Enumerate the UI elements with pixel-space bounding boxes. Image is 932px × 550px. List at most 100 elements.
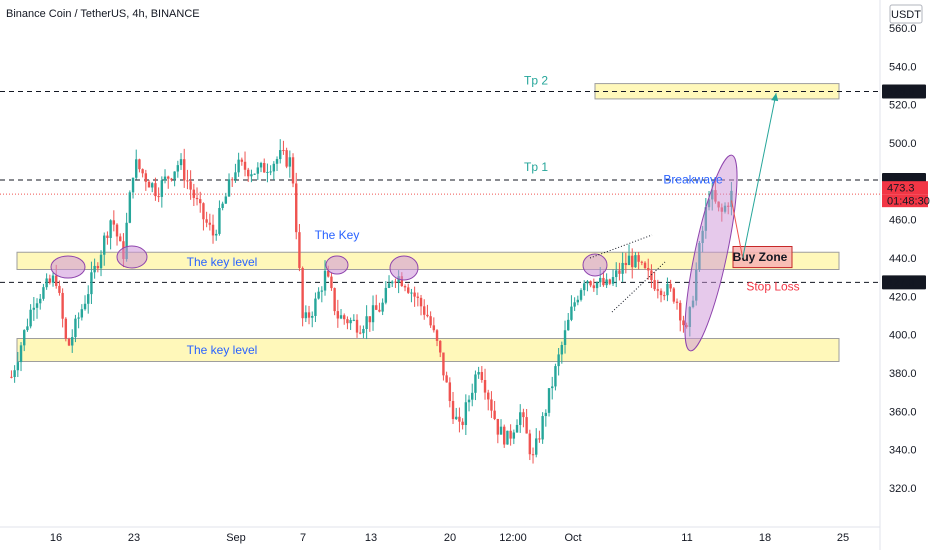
- candle-body: [679, 302, 682, 321]
- y-tick-label: 540.0: [889, 61, 917, 73]
- stop-loss-label: Stop Loss: [746, 280, 799, 294]
- candle-body: [519, 412, 522, 425]
- candle-body: [109, 220, 112, 238]
- candle-body: [96, 265, 100, 269]
- candle-body: [320, 290, 324, 292]
- candle-body: [291, 157, 295, 184]
- candle-body: [147, 181, 151, 188]
- x-tick-label: 18: [759, 532, 771, 544]
- candle-body: [42, 287, 45, 299]
- candle-body: [615, 270, 618, 278]
- x-tick-label: 23: [128, 532, 140, 544]
- candle-body: [650, 270, 653, 281]
- candle-body: [375, 305, 378, 310]
- candle-body: [13, 370, 16, 377]
- candle-body: [135, 159, 138, 178]
- candle-body: [195, 197, 199, 200]
- candle-body: [141, 169, 144, 174]
- candle-body: [125, 222, 128, 260]
- candle-body: [611, 277, 615, 284]
- candle-body: [186, 180, 189, 182]
- candle-body: [515, 424, 519, 433]
- candle-body: [621, 262, 624, 274]
- candle-body: [637, 255, 640, 262]
- candle-body: [362, 328, 365, 334]
- candle-body: [346, 319, 349, 324]
- candle-body: [640, 261, 644, 263]
- breakwave-ellipse: [684, 154, 738, 352]
- price-tag-bg: [882, 275, 926, 290]
- candle-body: [266, 171, 269, 173]
- touch-ellipse: [116, 245, 148, 269]
- candle-body: [250, 174, 253, 177]
- candle-body: [243, 161, 247, 170]
- candle-body: [240, 159, 244, 162]
- candle-body: [371, 305, 375, 323]
- candle-body: [387, 283, 391, 288]
- candle-body: [423, 306, 426, 315]
- candle-body: [19, 345, 23, 363]
- x-tick-label: Sep: [226, 532, 246, 544]
- candle-body: [547, 388, 551, 413]
- candle-body: [483, 380, 487, 393]
- currency-box: [889, 4, 923, 24]
- candle-body: [503, 426, 506, 445]
- candle-body: [128, 192, 132, 223]
- candle-body: [487, 392, 490, 400]
- candle-body: [595, 282, 599, 289]
- candle-body: [455, 416, 458, 420]
- candle-body: [298, 232, 301, 268]
- candle-body: [535, 438, 538, 455]
- y-tick-label: 500.0: [889, 138, 917, 150]
- candle-body: [544, 412, 548, 417]
- candle-body: [499, 426, 503, 435]
- candle-body: [445, 375, 448, 383]
- candle-body: [442, 352, 445, 376]
- touch-ellipse: [389, 255, 419, 281]
- candle-body: [384, 287, 388, 303]
- candle-body: [231, 179, 234, 181]
- candle-body: [490, 399, 493, 411]
- touch-ellipse: [50, 255, 86, 279]
- candle-body: [90, 272, 93, 295]
- candle-body: [352, 319, 356, 321]
- candle-body: [506, 430, 509, 445]
- y-tick-label: 460.0: [889, 215, 917, 227]
- candle-body: [29, 309, 32, 327]
- candle-body: [103, 235, 106, 255]
- candle-body: [416, 296, 420, 298]
- price-tag-label: 473.3: [887, 183, 915, 195]
- candle-body: [115, 224, 119, 237]
- candle-body: [531, 454, 535, 456]
- tp2-label: Tp 2: [524, 73, 548, 87]
- candle-body: [67, 338, 71, 346]
- candle-body: [93, 265, 96, 273]
- candle-body: [295, 183, 298, 233]
- candle-body: [202, 203, 205, 220]
- x-tick-label: 20: [444, 532, 456, 544]
- x-tick-label: 11: [681, 532, 692, 544]
- candle-body: [144, 173, 148, 182]
- candle-body: [522, 412, 525, 418]
- candle-body: [355, 319, 359, 333]
- candle-body: [154, 183, 157, 197]
- candle-body: [285, 150, 288, 167]
- candle-body: [170, 178, 173, 180]
- candle-body: [602, 277, 605, 286]
- candle-body: [663, 295, 666, 297]
- x-tick-label: 13: [365, 532, 377, 544]
- y-tick-label: 420.0: [889, 291, 917, 303]
- candle-body: [541, 416, 544, 440]
- candle-body: [336, 311, 340, 319]
- buy-zone-label: Buy Zone: [733, 250, 788, 264]
- candle-body: [311, 315, 314, 318]
- touch-ellipse: [582, 253, 608, 277]
- candle-body: [317, 291, 320, 299]
- candle-body: [560, 345, 564, 355]
- candle-body: [583, 283, 586, 291]
- price-tag-bg: [882, 181, 928, 195]
- touch-ellipse: [325, 255, 349, 275]
- candle-body: [378, 309, 381, 312]
- candle-body: [80, 309, 84, 318]
